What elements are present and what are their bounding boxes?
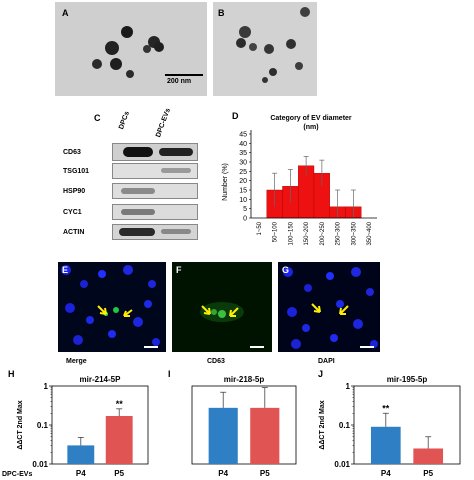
bar-p4 (67, 445, 95, 464)
fluorescence-cd63 (172, 262, 272, 352)
bar-p4 (370, 426, 401, 464)
bar-p5 (413, 448, 444, 464)
panel-letter-i: I (168, 369, 171, 379)
y-tick-label: 10 (239, 197, 247, 204)
bar-p4 (208, 407, 238, 464)
y-tick-label: 0.1 (339, 421, 351, 430)
x-tick-label: 250~300 (336, 221, 342, 245)
chart-ylabel: Number (%) (222, 163, 229, 201)
x-tick-label: 350~400 (367, 221, 373, 245)
x-tick-label: 300~350 (351, 221, 357, 245)
caption-merge: Merge (66, 358, 87, 365)
x-tick-label: P4 (76, 469, 86, 478)
wb-strip-cd63 (112, 143, 198, 161)
tem-particles-b (236, 7, 310, 83)
wb-column-dpcs: DPCs (118, 110, 131, 131)
x-tick-label: 100~150 (288, 221, 294, 245)
panel-letter-b: B (218, 8, 225, 18)
y-tick-label: 1 (346, 382, 351, 391)
panel-letter-e: E (62, 265, 69, 275)
y-tick-label: 25 (239, 169, 247, 176)
wb-strip-actin (112, 224, 198, 240)
x-tick-label: 50~100 (273, 221, 279, 242)
y-tick-label: 5 (243, 206, 247, 213)
plot-frame (191, 385, 297, 465)
merge-cells (61, 265, 160, 348)
tem-image-b (213, 2, 317, 96)
caption-cd63: CD63 (207, 358, 225, 365)
y-tick-label: 35 (239, 150, 247, 157)
panel-letter-h: H (8, 369, 15, 379)
x-tick-label: 150~200 (304, 221, 310, 245)
wb-strip-tsg101 (112, 163, 198, 179)
chart-ylabel: ΔΔCT 2nd Max (319, 400, 326, 449)
panel-letter-j: J (318, 369, 324, 379)
chart-title: mir-195-5p (387, 375, 428, 384)
plot-frame (51, 385, 149, 465)
mir-214-5p-chart: mir-214-5P ΔΔCT 2nd Max 0.01 0.1 1 P4 ** P5 DPC-… (2, 375, 149, 478)
plot-frame (353, 385, 461, 465)
x-tick-label: P5 (114, 469, 124, 478)
chart-ylabel: ΔΔCT 2nd Max (17, 400, 24, 449)
chart-title: mir-218-5p (224, 375, 265, 384)
ev-diameter-histogram: Category of EV diameter (nm) Number (%) … (222, 115, 377, 246)
wb-row-label: CD63 (63, 149, 81, 156)
wb-band (123, 147, 153, 157)
bar-p5 (105, 416, 133, 464)
panel-letter-d: D (232, 111, 239, 121)
y-tick-label: 0.01 (32, 460, 48, 469)
panel-letter-g: G (282, 265, 290, 275)
cd63-signal (200, 302, 264, 348)
y-tick-label: 45 (239, 132, 247, 139)
x-tick-label: P4 (381, 469, 391, 478)
x-tick-label: 200~250 (320, 221, 326, 245)
chart-title-line2: (nm) (303, 124, 318, 131)
fluorescence-dapi (278, 262, 380, 352)
panel-letter-c: C (94, 113, 101, 123)
fluorescence-merge (58, 262, 166, 352)
scale-bar-line (165, 74, 203, 76)
x-tick-label: 1~50 (257, 221, 263, 235)
y-tick-label: 1 (44, 382, 49, 391)
wb-band (121, 188, 155, 194)
chart-title-line1: Category of EV diameter (270, 115, 352, 122)
wb-band (161, 229, 191, 234)
y-tick-label: 15 (239, 188, 247, 195)
wb-band (119, 228, 155, 236)
y-tick-label: 0 (243, 216, 247, 223)
wb-band (159, 148, 193, 156)
wb-row-label: HSP90 (63, 188, 86, 195)
y-tick-label: 0.01 (334, 460, 350, 469)
significance-mark: ** (116, 399, 124, 409)
y-tick-label: 30 (239, 160, 247, 167)
row-label: DPC-EVs (2, 471, 32, 478)
x-tick-label: P5 (423, 469, 433, 478)
wb-row-label: ACTIN (63, 229, 85, 236)
mir-218-5p-chart: mir-218-5p P4 P5 (191, 375, 297, 478)
wb-strip-cyc1 (112, 204, 198, 220)
y-tick-label: 0.1 (37, 421, 49, 430)
wb-column-dpc-evs: DPC-EVs (155, 107, 172, 139)
scale-bar-label: 200 nm (167, 78, 192, 85)
wb-band (121, 209, 155, 215)
wb-row-label: CYC1 (63, 209, 82, 216)
wb-row-label: TSG101 (63, 168, 90, 175)
y-tick-label: 20 (239, 178, 247, 185)
panel-letter-f: F (176, 265, 182, 275)
mir-195-5p-chart: mir-195-5p ΔΔCT 2nd Max 0.01 0.1 1 ** P4 P5 (319, 375, 461, 478)
significance-mark: ** (382, 403, 390, 413)
caption-dapi: DAPI (318, 358, 335, 365)
y-tick-label: 40 (239, 141, 247, 148)
tem-image-a: 200 nm (55, 2, 207, 96)
tem-particles-a (92, 26, 164, 78)
panel-letter-a: A (62, 8, 69, 18)
bar-p5 (250, 407, 280, 464)
wb-band (161, 168, 191, 173)
dapi-nuclei (283, 267, 378, 349)
x-tick-label: P4 (218, 469, 228, 478)
wb-strip-hsp90 (112, 183, 198, 199)
chart-title: mir-214-5P (80, 375, 122, 384)
x-tick-label: P5 (260, 469, 270, 478)
